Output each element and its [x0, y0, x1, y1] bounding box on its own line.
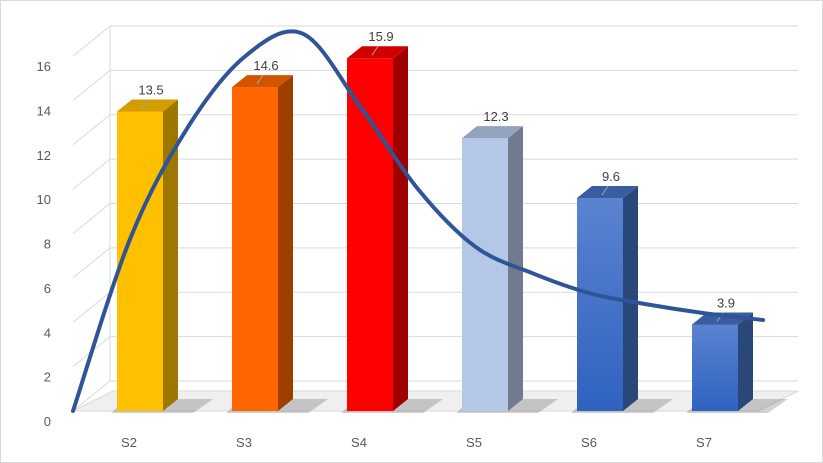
x-tick-label: S6	[581, 435, 597, 450]
y-tick-label: 6	[44, 281, 51, 296]
trend-line	[71, 29, 765, 413]
bar-side	[623, 186, 638, 411]
gridline-side	[72, 380, 111, 412]
data-label: 15.9	[368, 29, 393, 44]
data-label: 9.6	[602, 169, 620, 184]
y-tick-label: 8	[44, 237, 51, 252]
bar-side	[278, 75, 293, 411]
bar-S2: 13.5	[111, 82, 213, 413]
bar-side	[393, 46, 408, 411]
bar-front	[462, 138, 508, 411]
data-label-leader	[486, 125, 494, 136]
y-tick-label: 12	[37, 148, 51, 163]
gridline-side	[72, 158, 111, 190]
data-label-leader	[601, 185, 609, 196]
trend-line-layer	[71, 29, 765, 413]
data-label: 14.6	[253, 58, 278, 73]
bar-top	[232, 75, 293, 88]
gridline-side	[72, 203, 111, 234]
gridline-side	[72, 247, 111, 279]
y-tick-label: 4	[44, 325, 51, 340]
data-label: 13.5	[138, 82, 163, 97]
data-label-leader	[256, 74, 264, 85]
data-label: 12.3	[483, 109, 508, 124]
data-label: 3.9	[717, 295, 735, 310]
bar-front	[232, 87, 278, 411]
bar-front	[692, 324, 738, 411]
data-label-leader	[141, 99, 149, 109]
bars: 13.5 14.6 15.9 12.3 9.6 3.9	[111, 29, 788, 413]
x-tick-label: S3	[236, 435, 252, 450]
y-axis-ticks: 0 2 4 6 8 10 12 14 16	[37, 59, 51, 429]
bar-front	[117, 111, 163, 411]
x-tick-label: S5	[466, 435, 482, 450]
bar-top	[117, 99, 178, 112]
bar-S6: 9.6	[571, 169, 673, 413]
gridline-side	[72, 25, 111, 57]
y-tick-label: 10	[37, 192, 51, 207]
y-tick-label: 0	[44, 414, 51, 429]
y-tick-label: 14	[37, 103, 51, 118]
bar-side	[163, 99, 178, 411]
bar-top	[577, 186, 638, 198]
y-tick-label: 2	[44, 370, 51, 385]
x-tick-label: S4	[351, 435, 367, 450]
data-label-leader	[371, 45, 379, 56]
bar-S3: 14.6	[226, 58, 328, 413]
bar-front	[347, 58, 393, 411]
bar-front	[577, 198, 623, 411]
bar-S5: 12.3	[456, 109, 558, 413]
bar-top	[462, 126, 523, 139]
y-tick-label: 16	[37, 59, 51, 74]
gridline-side	[72, 291, 111, 323]
gridline-side	[72, 69, 111, 101]
gridlines	[72, 25, 798, 412]
x-tick-label: S7	[696, 435, 712, 450]
bar-side	[738, 312, 753, 411]
bar-S7: 3.9	[686, 295, 788, 413]
bar-S4: 15.9	[341, 29, 443, 413]
x-tick-label: S2	[121, 435, 137, 450]
bar-top	[347, 46, 408, 59]
x-axis-ticks: S2 S3 S4 S5 S6 S7	[121, 435, 712, 450]
gridline-side	[72, 114, 111, 146]
